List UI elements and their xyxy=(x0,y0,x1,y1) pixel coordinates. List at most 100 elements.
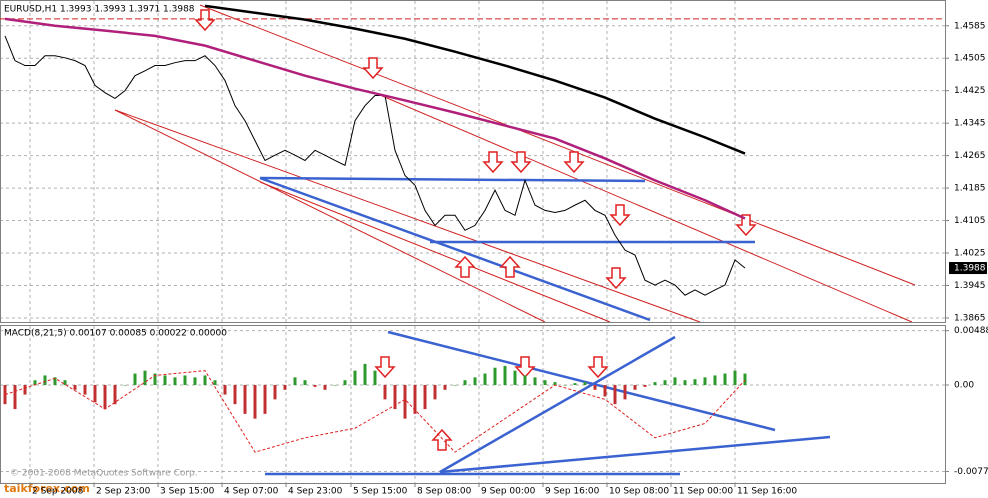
histogram-bar xyxy=(723,373,727,386)
histogram-bar xyxy=(163,375,167,386)
histogram-bar xyxy=(133,373,137,386)
macd-panel xyxy=(0,325,946,484)
histogram-bar xyxy=(703,377,707,386)
histogram-bar xyxy=(663,380,667,386)
histogram-bar xyxy=(243,385,247,414)
series-line xyxy=(204,4,746,155)
histogram-bar xyxy=(223,385,227,395)
histogram-bar xyxy=(643,385,647,387)
histogram-bar xyxy=(583,382,587,386)
histogram-bar xyxy=(113,385,117,405)
histogram-bar xyxy=(213,380,217,386)
histogram-bar xyxy=(373,370,377,386)
series-line xyxy=(4,17,746,220)
histogram-bar xyxy=(673,377,677,386)
histogram-bar xyxy=(13,385,17,410)
histogram-bar xyxy=(593,385,597,390)
chart-title: EURUSD,H1 1.3993 1.3993 1.3971 1.3988 xyxy=(4,5,195,15)
y-tick-label: 0.00 xyxy=(954,381,974,391)
x-tick-label: 9 Sep 00:00 xyxy=(481,487,536,497)
series-line xyxy=(4,35,746,296)
histogram-bar xyxy=(253,385,257,419)
histogram-bar xyxy=(623,385,627,400)
histogram-bar xyxy=(313,385,317,387)
y-tick-label: 1.4425 xyxy=(954,86,986,96)
histogram-bar xyxy=(743,373,747,386)
y-tick-label: 1.4025 xyxy=(954,249,986,259)
histogram-bar xyxy=(33,380,37,386)
series-line xyxy=(4,370,746,453)
copyright: © 2001-2008 MetaQuotes Software Corp. xyxy=(10,469,198,479)
histogram-bar xyxy=(413,385,417,414)
histogram-bar xyxy=(503,365,507,386)
histogram-bar xyxy=(83,385,87,395)
y-tick-label: 1.4345 xyxy=(954,119,986,129)
histogram-bar xyxy=(353,370,357,386)
histogram-bar xyxy=(613,385,617,405)
histogram-bar xyxy=(463,380,467,386)
histogram-bar xyxy=(383,385,387,400)
histogram-bar xyxy=(23,385,27,395)
histogram-bar xyxy=(153,373,157,386)
y-tick-label: 1.4265 xyxy=(954,151,986,161)
histogram-bar xyxy=(683,380,687,386)
y-tick-label: -0.00777 xyxy=(954,467,988,477)
histogram-bar xyxy=(193,377,197,386)
indicator-title: MACD(8,21,5) 0.00107 0.00085 0.00022 0.0… xyxy=(4,329,227,339)
histogram-bar xyxy=(323,385,327,390)
last-price-box xyxy=(949,262,987,275)
histogram-bar xyxy=(363,363,367,386)
histogram-bar xyxy=(473,377,477,386)
histogram-bar xyxy=(343,380,347,386)
x-tick-label: 3 Sep 15:00 xyxy=(160,487,215,497)
histogram-bar xyxy=(733,370,737,386)
histogram-bar xyxy=(183,375,187,386)
x-tick-label: 10 Sep 08:00 xyxy=(609,487,669,497)
histogram-bar xyxy=(653,382,657,386)
histogram-bar xyxy=(423,385,427,410)
histogram-bar xyxy=(63,380,67,386)
histogram-bar xyxy=(53,377,57,386)
histogram-bar xyxy=(93,385,97,403)
y-tick-label: 1.4185 xyxy=(954,184,986,194)
histogram-bar xyxy=(103,385,107,410)
histogram-bar xyxy=(293,377,297,386)
histogram-bar xyxy=(333,385,337,386)
histogram-bar xyxy=(173,377,177,386)
y-tick-label: 1.3945 xyxy=(954,281,986,291)
price-panel xyxy=(0,0,946,323)
histogram-bar xyxy=(393,385,397,410)
histogram-bar xyxy=(403,385,407,419)
y-tick-label: 1.4585 xyxy=(954,21,986,31)
histogram-bar xyxy=(513,370,517,386)
y-tick-label: 1.4105 xyxy=(954,216,986,226)
x-tick-label: 8 Sep 08:00 xyxy=(417,487,472,497)
histogram-bar xyxy=(203,375,207,386)
histogram-bar xyxy=(123,385,127,386)
histogram-bar xyxy=(303,380,307,386)
histogram-bar xyxy=(553,382,557,386)
histogram-bar xyxy=(693,379,697,386)
histogram-bar xyxy=(273,385,277,400)
histogram-bar xyxy=(523,375,527,386)
histogram-bar xyxy=(283,385,287,390)
histogram-bar xyxy=(483,373,487,386)
histogram-bar xyxy=(453,385,457,386)
last-price-label: 1.3988 xyxy=(954,264,986,274)
histogram-bar xyxy=(233,385,237,405)
x-tick-label: 11 Sep 16:00 xyxy=(737,487,797,497)
histogram-bar xyxy=(443,385,447,390)
histogram-bar xyxy=(73,385,77,390)
histogram-bar xyxy=(603,385,607,397)
y-tick-label: 1.4505 xyxy=(954,54,986,64)
y-tick-label: 1.3865 xyxy=(954,313,986,323)
histogram-bar xyxy=(143,370,147,386)
x-tick-label: 4 Sep 23:00 xyxy=(288,487,343,497)
histogram-bar xyxy=(43,375,47,386)
x-tick-label: 2 Sep 23:00 xyxy=(96,487,151,497)
histogram-bar xyxy=(433,385,437,400)
histogram-bar xyxy=(713,375,717,386)
histogram-bar xyxy=(263,385,267,414)
site-watermark: taikforex.com xyxy=(4,482,90,495)
